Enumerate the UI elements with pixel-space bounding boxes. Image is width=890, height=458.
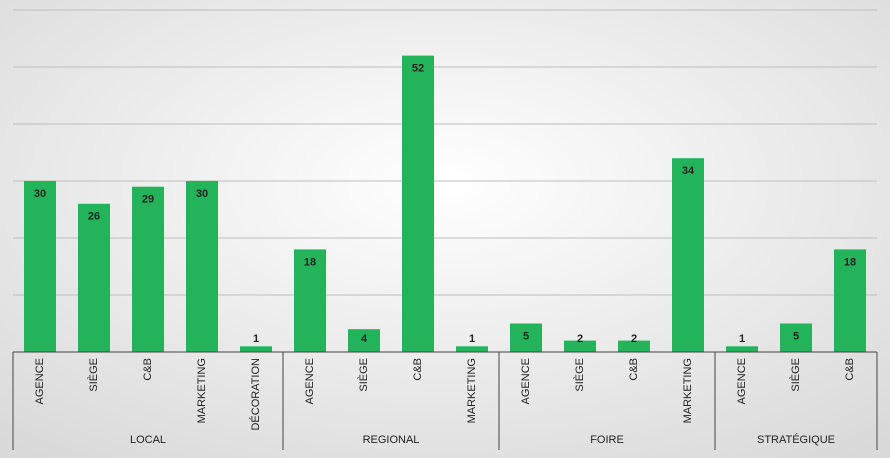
x-tick-label: AGENCE bbox=[520, 358, 532, 404]
x-tick-label: AGENCE bbox=[736, 358, 748, 404]
bar bbox=[24, 181, 56, 352]
data-label: 26 bbox=[88, 211, 100, 223]
bar bbox=[672, 158, 704, 352]
data-label: 18 bbox=[304, 256, 316, 268]
x-tick-label: AGENCE bbox=[34, 358, 46, 404]
bar bbox=[186, 181, 218, 352]
bar bbox=[456, 346, 488, 352]
group-label: LOCAL bbox=[130, 434, 166, 446]
x-tick-label: MARKETING bbox=[466, 358, 478, 423]
x-tick-label: C&B bbox=[412, 358, 424, 381]
x-tick-label: SIÈGE bbox=[357, 358, 370, 392]
bar bbox=[834, 249, 866, 352]
x-tick-label: SIÈGE bbox=[573, 358, 586, 392]
group-label: REGIONAL bbox=[363, 434, 420, 446]
x-tick-label: C&B bbox=[142, 358, 154, 381]
bar bbox=[78, 203, 110, 352]
bar bbox=[510, 323, 542, 352]
bar bbox=[780, 323, 812, 352]
data-label: 2 bbox=[577, 333, 583, 345]
x-tick-label: MARKETING bbox=[682, 358, 694, 423]
bar bbox=[618, 340, 650, 352]
data-label: 5 bbox=[523, 330, 529, 342]
bar bbox=[294, 249, 326, 352]
x-tick-label: SIÈGE bbox=[87, 358, 100, 392]
data-label: 1 bbox=[253, 333, 259, 345]
data-label: 34 bbox=[682, 165, 695, 177]
bar bbox=[402, 55, 434, 352]
x-tick-label: SIÈGE bbox=[789, 358, 802, 392]
data-label: 1 bbox=[739, 333, 745, 345]
x-tick-label: AGENCE bbox=[304, 358, 316, 404]
bar bbox=[726, 346, 758, 352]
group-label: FOIRE bbox=[590, 434, 624, 446]
bar bbox=[348, 329, 380, 352]
data-label: 4 bbox=[361, 333, 368, 345]
bar bbox=[132, 186, 164, 352]
data-label: 30 bbox=[196, 188, 208, 200]
data-label: 2 bbox=[631, 333, 637, 345]
bar bbox=[564, 340, 596, 352]
x-tick-label: C&B bbox=[844, 358, 856, 381]
x-tick-label: MARKETING bbox=[196, 358, 208, 423]
data-label: 5 bbox=[793, 330, 799, 342]
bar bbox=[240, 346, 272, 352]
x-tick-label: C&B bbox=[628, 358, 640, 381]
data-label: 1 bbox=[469, 333, 475, 345]
data-label: 52 bbox=[412, 63, 424, 75]
data-label: 29 bbox=[142, 194, 154, 206]
x-tick-label: DÉCORATION bbox=[249, 358, 262, 431]
data-label: 18 bbox=[844, 256, 856, 268]
data-label: 30 bbox=[34, 188, 46, 200]
group-label: STRATÉGIQUE bbox=[757, 433, 835, 446]
